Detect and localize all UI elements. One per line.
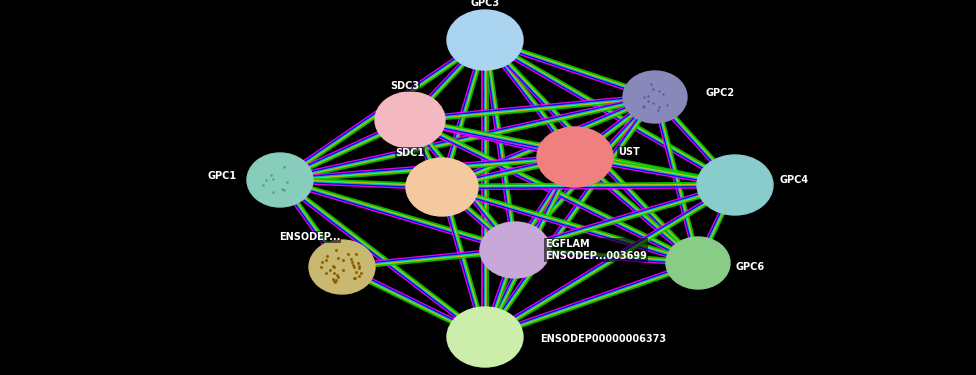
Text: GPC6: GPC6 (735, 262, 764, 272)
Text: SDC3: SDC3 (390, 81, 420, 91)
Ellipse shape (375, 92, 445, 148)
Text: GPC2: GPC2 (705, 88, 734, 98)
Ellipse shape (247, 153, 313, 207)
Ellipse shape (666, 237, 730, 289)
Text: ENSODEP...: ENSODEP... (279, 232, 341, 242)
Ellipse shape (406, 158, 478, 216)
Text: UST: UST (618, 147, 639, 157)
Text: EGFLAM
ENSODEP...003699: EGFLAM ENSODEP...003699 (545, 239, 647, 261)
Text: GPC4: GPC4 (780, 175, 809, 185)
Text: GPC1: GPC1 (208, 171, 237, 181)
Ellipse shape (447, 10, 523, 70)
Ellipse shape (697, 155, 773, 215)
Ellipse shape (537, 127, 613, 187)
Text: GPC3: GPC3 (470, 0, 500, 8)
Text: SDC1: SDC1 (395, 148, 425, 158)
Ellipse shape (447, 307, 523, 367)
Ellipse shape (623, 71, 687, 123)
Ellipse shape (480, 222, 550, 278)
Text: ENSODEP00000006373: ENSODEP00000006373 (540, 334, 667, 344)
Ellipse shape (309, 240, 375, 294)
